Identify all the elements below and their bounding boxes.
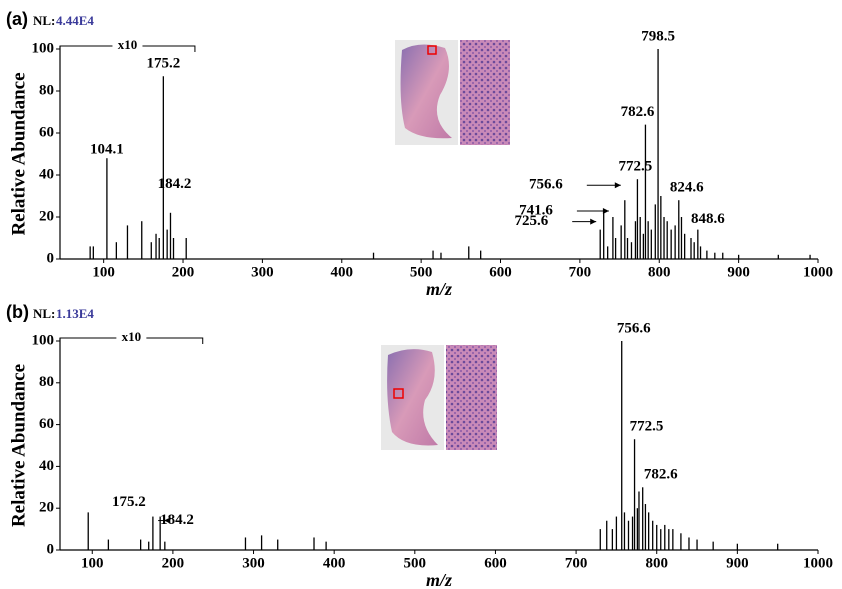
y-tick-label: 80 — [39, 82, 54, 98]
y-tick-label: 40 — [39, 166, 54, 182]
arrow-head — [164, 517, 171, 524]
histology-a — [395, 40, 510, 145]
x-tick-label: 300 — [251, 264, 274, 280]
peak-label: 184.2 — [160, 512, 194, 528]
peak-label: 741.6 — [519, 202, 553, 218]
x-tick-label: 200 — [172, 264, 195, 280]
histology-b — [381, 345, 497, 450]
x-tick-label: 100 — [81, 555, 104, 571]
x-tick-label: 100 — [92, 264, 115, 280]
y-tick-label: 60 — [39, 124, 54, 140]
x-axis-label: m/z — [426, 279, 452, 299]
nl-value: 4.44E4 — [56, 13, 94, 28]
peak-label: 756.6 — [617, 320, 651, 336]
peak-label: 848.6 — [691, 211, 725, 227]
arrow-head — [590, 218, 597, 225]
x-tick-label: 1000 — [803, 555, 833, 571]
zoom-label-bg — [112, 43, 143, 49]
x-tick-label: 900 — [727, 264, 750, 280]
nl-value: 1.13E4 — [56, 306, 94, 321]
y-tick-label: 100 — [32, 40, 55, 56]
nl-label: NL: — [33, 306, 55, 321]
zoom-label-bg — [116, 335, 147, 341]
panel-label: (a) — [6, 9, 28, 29]
peak-label: 725.6 — [514, 213, 548, 229]
y-tick-label: 60 — [39, 416, 54, 432]
y-tick-label: 0 — [47, 541, 55, 557]
x-tick-label: 500 — [410, 264, 433, 280]
peak-label: 782.6 — [644, 467, 678, 483]
x-tick-label: 400 — [323, 555, 346, 571]
y-tick-label: 40 — [39, 458, 54, 474]
y-tick-label: 100 — [32, 332, 55, 348]
y-tick-label: 80 — [39, 374, 54, 390]
panel-label: (b) — [6, 302, 29, 322]
x-tick-label: 800 — [645, 555, 668, 571]
x-tick-label: 700 — [569, 264, 592, 280]
x-tick-label: 500 — [404, 555, 427, 571]
zoom-label: x10 — [122, 329, 142, 344]
y-tick-label: 20 — [39, 500, 54, 516]
peak-label: 772.5 — [630, 419, 664, 435]
arrow-head — [602, 208, 609, 214]
arrow-head — [614, 182, 621, 189]
x-tick-label: 400 — [331, 264, 354, 280]
x-tick-label: 1000 — [803, 264, 833, 280]
peak-label: 772.5 — [619, 159, 653, 175]
nl-label: NL: — [33, 13, 55, 28]
peak-label: 756.6 — [529, 177, 563, 193]
peak-label: 798.5 — [641, 28, 675, 44]
x-tick-label: 200 — [162, 555, 185, 571]
x-tick-label: 600 — [489, 264, 512, 280]
y-axis-label: Relative Abundance — [8, 364, 29, 527]
x-tick-label: 700 — [565, 555, 588, 571]
x-axis-label: m/z — [426, 570, 452, 589]
y-tick-label: 20 — [39, 208, 54, 224]
x-tick-label: 600 — [484, 555, 507, 571]
peak-label: 184.2 — [158, 176, 192, 192]
x-tick-label: 900 — [726, 555, 749, 571]
x-tick-label: 300 — [242, 555, 265, 571]
peak-label: 175.2 — [112, 494, 146, 510]
peak-label: 175.2 — [146, 56, 180, 72]
peak-label: 104.1 — [90, 142, 124, 158]
peak-label: 824.6 — [670, 180, 704, 196]
peak-label: 782.6 — [621, 104, 655, 120]
x-tick-label: 800 — [648, 264, 671, 280]
y-tick-label: 0 — [47, 250, 55, 266]
y-axis-label: Relative Abundance — [8, 72, 29, 235]
zoom-label: x10 — [118, 37, 138, 52]
